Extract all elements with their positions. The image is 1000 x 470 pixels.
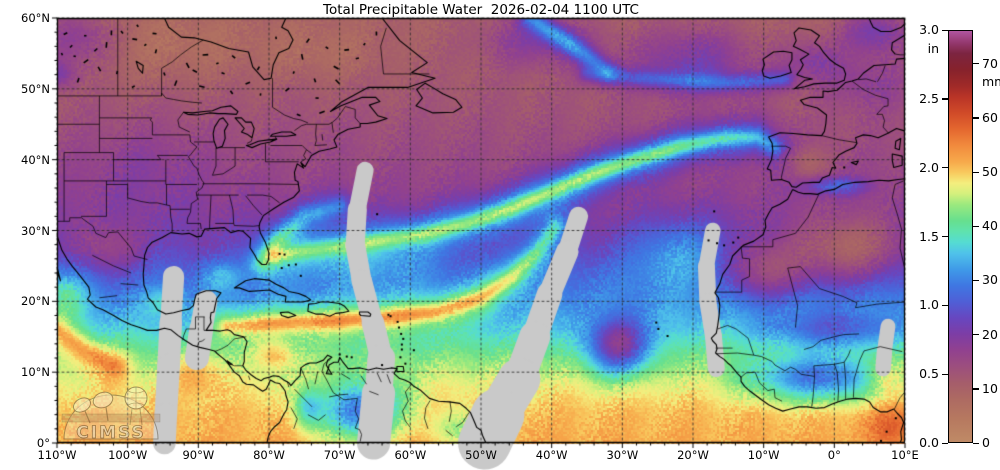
colorbar-tick-mm [973,442,979,444]
y-tick-label: 60°N [21,11,50,25]
logo-dish-stems [84,406,109,424]
x-tick-label: 80°W [253,448,285,462]
colorbar-label-in: 0.0 [919,435,939,450]
colorbar-label-in: 1.0 [919,297,939,313]
x-tick-label: 70°W [323,448,356,462]
logo-dome-shape [63,394,159,440]
y-tick-label: 10°N [21,365,50,380]
y-tick-label: 50°N [21,81,50,96]
colorbar-label-mm: 60 [982,109,998,125]
colorbar-tick-in [942,98,948,100]
colorbar-tick-in [942,442,948,444]
x-tick-label: 20°W [677,448,709,462]
colorbar-unit-mm: mm [982,74,1000,89]
logo-dish-icon [92,391,114,409]
colorbar-tick-mm [973,63,979,65]
colorbar-unit-inches: in [927,41,939,56]
logo-globe-lines [125,387,147,409]
y-tick-label: 0° [36,436,50,450]
y-tick-label: 20°N [21,294,50,309]
colorbar-label-mm: 70 [982,55,998,71]
colorbar-label-in: 3.0 [919,22,939,37]
colorbar-label-mm: 30 [982,272,998,288]
colorbar-tick-in [942,304,948,307]
colorbar-tick-mm [973,388,979,390]
colorbar-label-in: 1.5 [919,228,939,244]
colorbar-label-mm: 10 [982,380,998,396]
colorbar-tick-in [942,29,948,31]
logo-text: CIMSS [76,423,145,443]
colorbar-tick-mm [973,279,979,282]
logo-globe-icon [124,386,148,410]
y-tick-label: 30°N [21,223,50,238]
x-tick-label: 100°W [108,448,148,462]
colorbar-tick-mm [973,171,979,173]
x-tick-label: 10°E [891,448,919,462]
y-tick-label: 40°N [21,152,50,167]
logo-band [61,413,161,423]
x-tick-label: 30°W [606,448,639,462]
colorbar-label-in: 2.0 [919,159,939,175]
x-tick-label: 110°W [37,448,77,462]
colorbar-tick-mm [973,117,979,119]
logo-dish-icon [72,397,92,413]
colorbar-label-mm: 0 [982,435,990,450]
colorbar-label-mm: 20 [982,326,998,342]
x-tick-label: 40°W [535,448,568,462]
colorbar-tick-in [942,236,948,238]
x-tick-label: 10°W [747,448,780,462]
colorbar-label-mm: 40 [982,218,998,234]
x-tick-label: 0° [827,448,841,462]
x-tick-label: 90°W [182,448,215,462]
colorbar-label-in: 2.5 [919,90,939,106]
colorbar [948,30,973,443]
x-tick-label: 60°W [394,448,427,462]
colorbar-label-mm: 50 [982,164,998,179]
cimss-logo: CIMSS [61,386,161,443]
colorbar-tick-in [942,373,948,375]
x-tick-label: 50°W [465,448,497,462]
colorbar-tick-mm [973,334,979,336]
colorbar-label-in: 0.5 [919,366,939,382]
logo-masts [129,408,143,426]
colorbar-tick-mm [973,225,979,227]
colorbar-tick-in [942,167,948,169]
